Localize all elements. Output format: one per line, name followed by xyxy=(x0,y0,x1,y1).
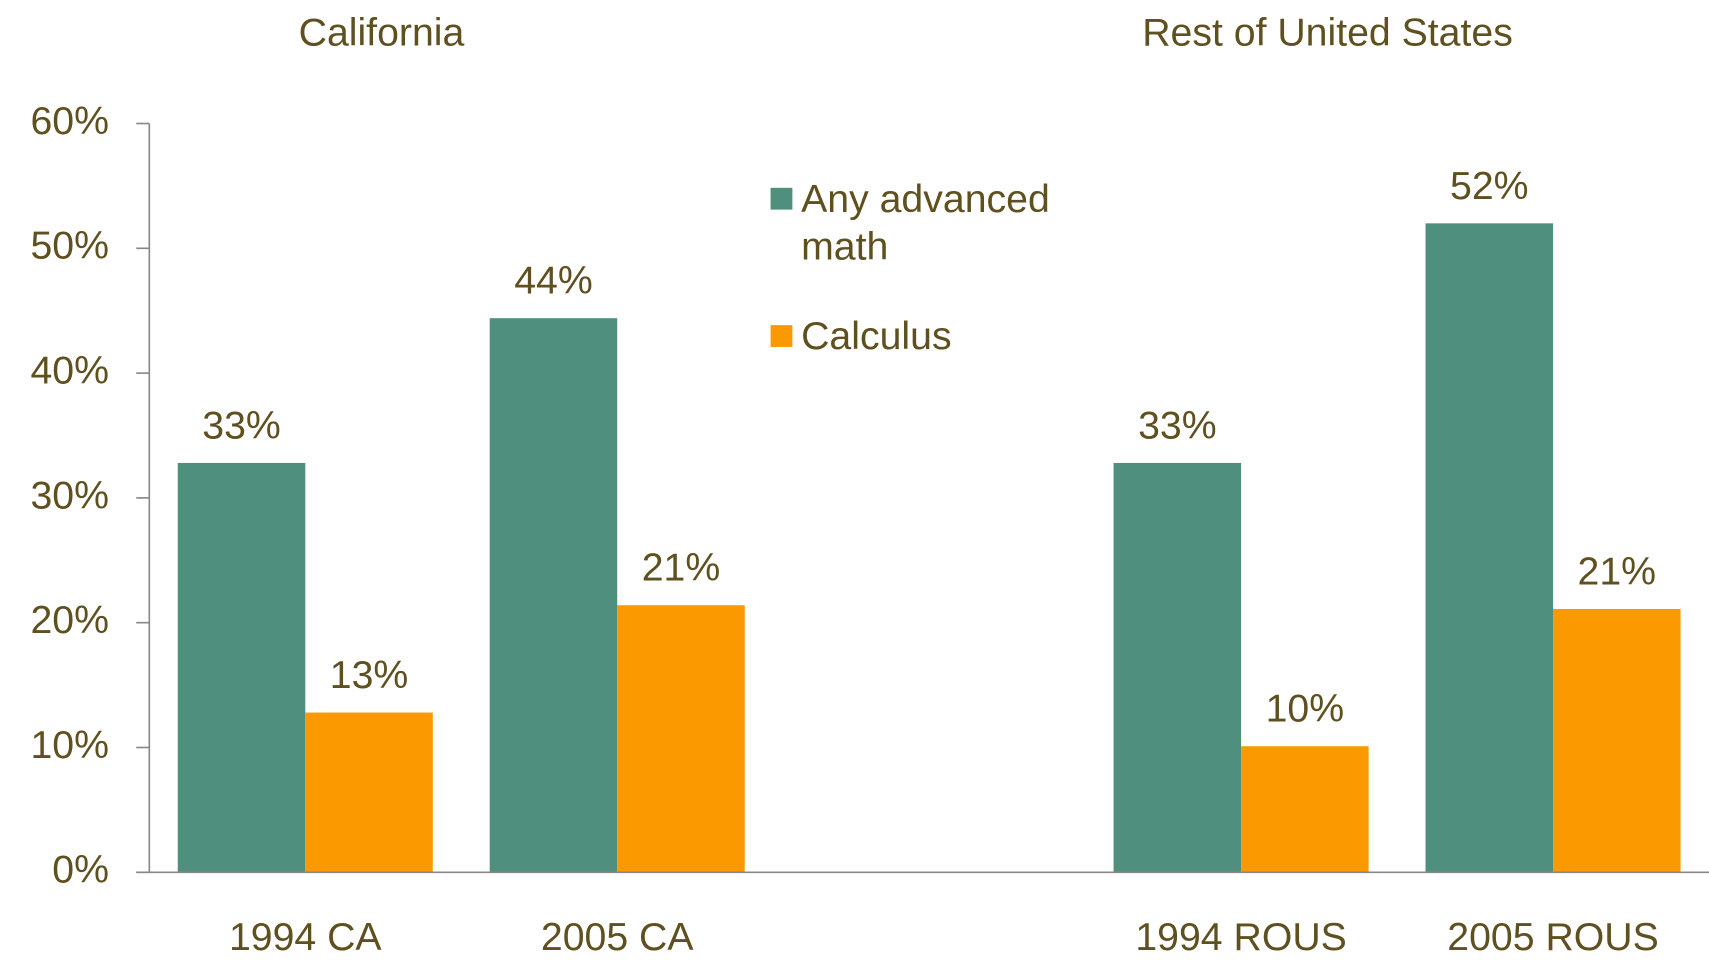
y-tick-label: 40% xyxy=(30,348,109,392)
y-tick-label: 10% xyxy=(30,723,109,767)
x-tick-label: 1994 ROUS xyxy=(1135,915,1346,959)
data-label: 52% xyxy=(1450,164,1529,208)
bar xyxy=(489,318,618,873)
y-tick-label: 20% xyxy=(30,598,109,642)
x-tick-label: 1994 CA xyxy=(229,915,382,959)
bar xyxy=(617,605,745,873)
bar xyxy=(305,712,433,873)
legend-label: Calculus xyxy=(801,313,952,358)
data-label: 33% xyxy=(202,403,281,447)
y-tick-label: 30% xyxy=(30,473,109,517)
bar xyxy=(1113,462,1242,873)
x-tick-label: 2005 CA xyxy=(541,915,694,959)
bar xyxy=(1553,608,1681,873)
legend-label: Any advanced math xyxy=(801,175,1050,269)
x-tick-label: 2005 ROUS xyxy=(1447,915,1658,959)
legend-entry: Any advanced math xyxy=(801,175,1050,269)
data-label: 13% xyxy=(330,653,409,697)
y-tick-label: 50% xyxy=(30,224,109,268)
bar xyxy=(177,462,306,873)
data-label: 21% xyxy=(1578,549,1657,593)
data-label: 44% xyxy=(514,259,593,303)
legend-swatch xyxy=(770,187,793,210)
y-tick-label: 0% xyxy=(52,848,109,892)
data-label: 10% xyxy=(1266,687,1345,731)
group-title: California xyxy=(299,11,465,55)
data-label: 21% xyxy=(642,546,721,590)
bar xyxy=(1241,746,1369,873)
y-tick-label: 60% xyxy=(30,99,109,143)
group-title: Rest of United States xyxy=(1142,11,1513,55)
bar xyxy=(1425,223,1554,873)
data-label: 33% xyxy=(1138,403,1217,447)
legend-swatch xyxy=(770,325,793,347)
legend-entry: Calculus xyxy=(801,313,952,358)
